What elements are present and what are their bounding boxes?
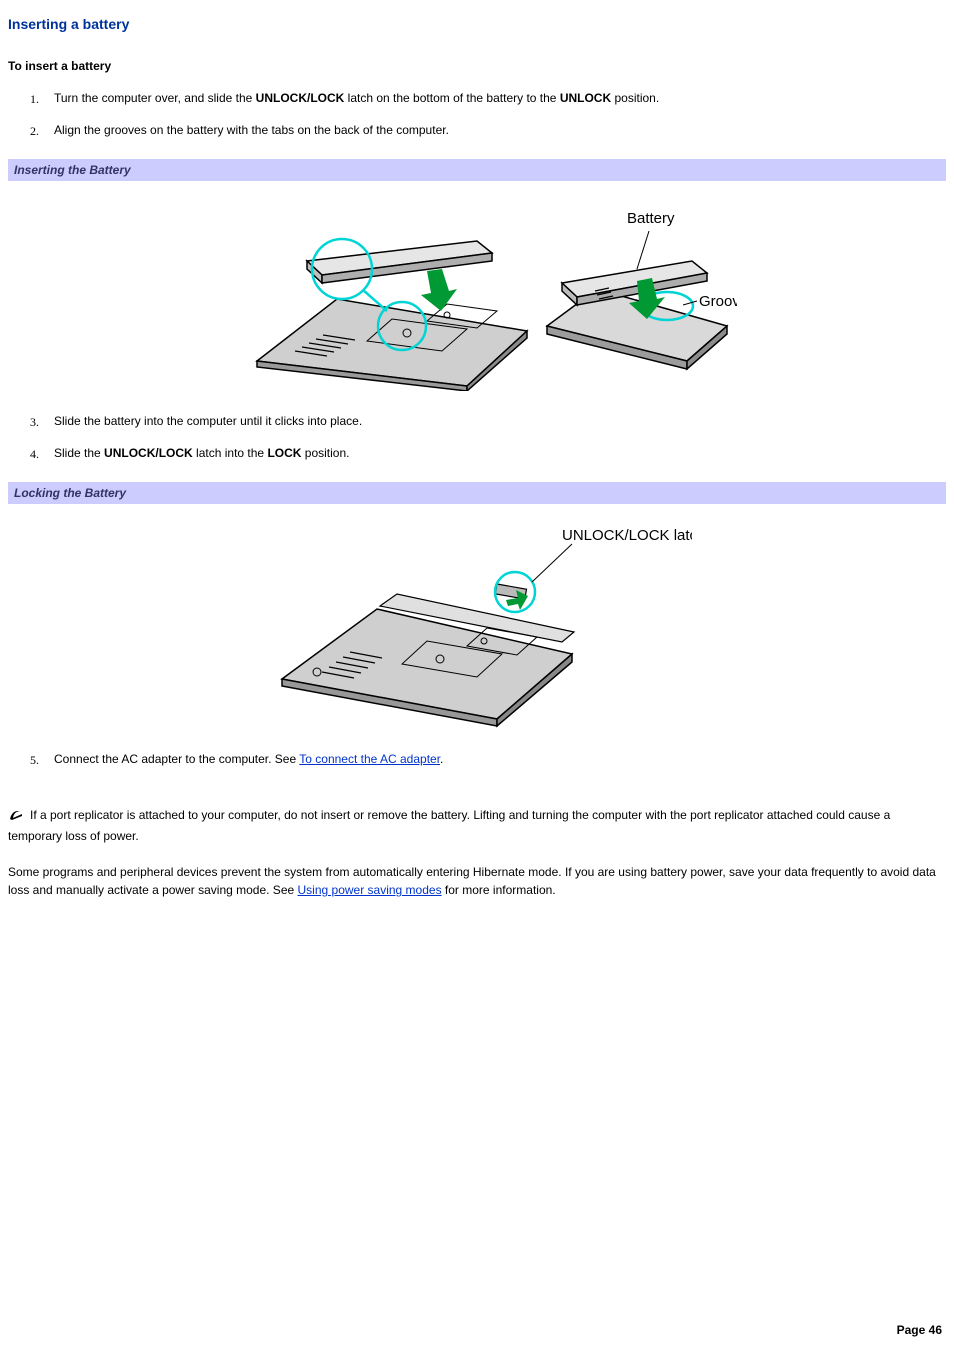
steps-list-c: Connect the AC adapter to the computer. … (8, 750, 946, 782)
step-5: Connect the AC adapter to the computer. … (48, 750, 946, 782)
step-text: . (440, 752, 443, 766)
page-title: Inserting a battery (8, 14, 946, 35)
step-text: Slide the battery into the computer unti… (54, 414, 362, 428)
note-hibernate: Some programs and peripheral devices pre… (8, 863, 946, 899)
note-icon (8, 808, 26, 827)
label-latch: UNLOCK/LOCK latch (562, 527, 692, 544)
step-text: Connect the AC adapter to the computer. … (54, 752, 299, 766)
section-subtitle: To insert a battery (8, 57, 946, 75)
bold-text: UNLOCK (560, 91, 611, 105)
step-text: position. (301, 446, 349, 460)
step-3: Slide the battery into the computer unti… (48, 412, 946, 444)
step-text: Align the grooves on the battery with th… (54, 123, 449, 137)
battery-insert-illustration: Battery Grooves (217, 191, 737, 391)
bold-text: LOCK (267, 446, 301, 460)
step-text: latch on the bottom of the battery to th… (344, 91, 559, 105)
step-1: Turn the computer over, and slide the UN… (48, 89, 946, 121)
figure-locking-battery: UNLOCK/LOCK latch (8, 504, 946, 750)
bold-text: UNLOCK/LOCK (256, 91, 345, 105)
figure-inserting-battery: Battery Grooves (8, 181, 946, 412)
step-2: Align the grooves on the battery with th… (48, 121, 946, 153)
label-battery: Battery (627, 210, 675, 227)
step-4: Slide the UNLOCK/LOCK latch into the LOC… (48, 444, 946, 476)
step-text: Slide the (54, 446, 104, 460)
link-power-saving-modes[interactable]: Using power saving modes (298, 883, 442, 897)
page-footer: Page 46 (897, 1321, 942, 1339)
steps-list-b: Slide the battery into the computer unti… (8, 412, 946, 476)
step-text: position. (611, 91, 659, 105)
figure-caption-1: Inserting the Battery (8, 159, 946, 181)
figure-caption-2: Locking the Battery (8, 482, 946, 504)
battery-lock-illustration: UNLOCK/LOCK latch (262, 514, 692, 729)
note-port-replicator: If a port replicator is attached to your… (8, 806, 946, 845)
step-text: Turn the computer over, and slide the (54, 91, 256, 105)
note-text: If a port replicator is attached to your… (8, 808, 890, 843)
note-text: for more information. (442, 883, 556, 897)
label-grooves: Grooves (699, 293, 737, 310)
steps-list-a: Turn the computer over, and slide the UN… (8, 89, 946, 153)
bold-text: UNLOCK/LOCK (104, 446, 193, 460)
link-connect-ac-adapter[interactable]: To connect the AC adapter (299, 752, 440, 766)
step-text: latch into the (193, 446, 268, 460)
